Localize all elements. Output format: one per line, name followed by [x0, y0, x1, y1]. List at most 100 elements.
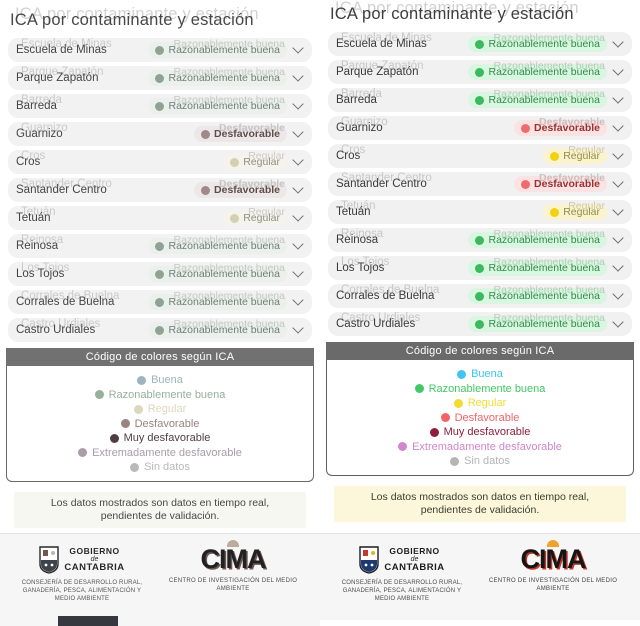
- status-label: Razonablemente buena: [168, 296, 280, 308]
- status-label: Razonablemente buena: [168, 268, 280, 280]
- chevron-down-icon: [612, 36, 624, 48]
- status-dot-icon: [155, 241, 165, 251]
- validation-notice: Los datos mostrados son datos en tiempo …: [14, 492, 306, 529]
- legend-label: Razonablemente buena: [108, 388, 226, 401]
- station-row[interactable]: Cros Regular: [8, 150, 312, 174]
- chevron-down-icon: [612, 204, 624, 216]
- status-chip: Razonablemente buena: [148, 98, 287, 114]
- status-dot-icon: [201, 129, 211, 139]
- legend-label: Desfavorable: [134, 417, 200, 430]
- legend-item: Extremadamente desfavorable: [78, 447, 242, 459]
- station-row[interactable]: Reinosa Razonablemente buena: [328, 228, 632, 252]
- status-label: Razonablemente buena: [488, 234, 600, 246]
- gobierno-cantabria-logo[interactable]: GOBIERNO de CANTABRIA CONSEJERÍA DE DESA…: [17, 546, 147, 603]
- legend-color-dot-icon: [137, 375, 147, 385]
- gobierno-line3: CANTABRIA: [64, 562, 125, 574]
- gobierno-line3: CANTABRIA: [384, 562, 445, 574]
- status-dot-icon: [155, 101, 165, 111]
- status-label: Razonablemente buena: [488, 318, 600, 330]
- cima-logo[interactable]: CIMA CENTRO DE INVESTIGACIÓN DEL MEDIO A…: [483, 540, 623, 593]
- status-label: Razonablemente buena: [168, 72, 280, 84]
- cantabria-bar: [58, 616, 118, 626]
- station-row[interactable]: Barreda Razonablemente buena: [8, 94, 312, 118]
- legend-color-dot-icon: [398, 442, 408, 451]
- legend-label: Regular: [467, 397, 507, 409]
- station-row[interactable]: Tetuán Regular: [328, 200, 632, 224]
- chevron-down-icon: [292, 182, 304, 194]
- station-name: Barreda: [336, 94, 377, 106]
- status-dot-icon: [550, 207, 560, 217]
- station-name: Santander Centro: [336, 178, 427, 190]
- legend-label: Extremadamente desfavorable: [92, 446, 242, 459]
- station-row[interactable]: Los Tojos Razonablemente buena: [328, 256, 632, 280]
- legend-item: Sin datos: [450, 455, 510, 467]
- station-name: Cros: [16, 156, 41, 168]
- gobierno-line1: GOBIERNO: [389, 545, 440, 556]
- chevron-down-icon: [612, 232, 624, 244]
- status-label: Razonablemente buena: [488, 94, 600, 106]
- status-chip: Desfavorable: [194, 126, 287, 142]
- station-row[interactable]: Corrales de Buelna Razonablemente buena: [328, 284, 632, 308]
- legend-color-dot-icon: [78, 448, 88, 457]
- status-chip: Desfavorable: [194, 182, 287, 198]
- station-name: Castro Urdiales: [16, 324, 96, 336]
- station-row[interactable]: Santander Centro Desfavorable: [328, 172, 632, 196]
- status-label: Razonablemente buena: [168, 240, 280, 252]
- status-chip: Razonablemente buena: [468, 260, 607, 276]
- status-chip: Desfavorable: [514, 120, 607, 136]
- station-row[interactable]: Reinosa Razonablemente buena: [8, 234, 312, 258]
- station-row[interactable]: Parque Zapatón Razonablemente buena: [8, 66, 312, 90]
- status-dot-icon: [475, 291, 485, 301]
- consejeria-caption: CONSEJERÍA DE DESARROLLO RURAL, GANADERÍ…: [341, 580, 463, 603]
- legend-item: Buena: [457, 368, 503, 380]
- station-row[interactable]: Barreda Razonablemente buena: [328, 88, 632, 112]
- chevron-down-icon: [292, 322, 304, 334]
- status-label: Desfavorable: [214, 184, 280, 196]
- chevron-down-icon: [612, 260, 624, 272]
- station-row[interactable]: Escuela de Minas Razonablemente buena: [8, 38, 312, 62]
- gobierno-line2: de: [410, 555, 419, 563]
- chevron-down-icon: [612, 92, 624, 104]
- station-row[interactable]: Guarnizo Desfavorable: [328, 116, 632, 140]
- legend-color-dot-icon: [120, 419, 130, 428]
- station-row[interactable]: Tetuán Regular: [8, 206, 312, 230]
- status-chip: Razonablemente buena: [148, 266, 287, 282]
- gobierno-cantabria-logo[interactable]: GOBIERNO de CANTABRIA CONSEJERÍA DE DESA…: [337, 546, 467, 603]
- station-row[interactable]: Parque Zapatón Razonablemente buena: [328, 60, 632, 84]
- chevron-down-icon: [612, 64, 624, 76]
- station-row[interactable]: Castro Urdiales Razonablemente buena: [328, 312, 632, 336]
- chevron-down-icon: [292, 294, 304, 306]
- legend-label: Buena: [151, 374, 183, 386]
- page-title: ICA por contaminante y estación: [10, 11, 254, 29]
- chevron-down-icon: [612, 148, 624, 160]
- legend-color-dot-icon: [440, 413, 450, 422]
- station-row[interactable]: Castro Urdiales Razonablemente buena: [8, 318, 312, 342]
- station-row[interactable]: Los Tojos Razonablemente buena: [8, 262, 312, 286]
- status-dot-icon: [155, 269, 165, 279]
- page-footer: GOBIERNO de CANTABRIA CONSEJERÍA DE DESA…: [320, 533, 640, 620]
- cantabria-crest-icon: [39, 546, 60, 574]
- station-name: Cros: [336, 150, 361, 162]
- status-label: Regular: [563, 150, 600, 162]
- legend-item: Extremadamente desfavorable: [398, 441, 562, 453]
- status-chip: Desfavorable: [514, 176, 607, 192]
- gobierno-line1: GOBIERNO: [69, 545, 120, 556]
- status-dot-icon: [475, 263, 485, 273]
- station-row[interactable]: Santander Centro Desfavorable: [8, 178, 312, 202]
- chevron-down-icon: [612, 288, 624, 300]
- station-row[interactable]: Corrales de Buelna Razonablemente buena: [8, 290, 312, 314]
- legend-color-dot-icon: [130, 462, 140, 472]
- cima-logo[interactable]: CIMA CENTRO DE INVESTIGACIÓN DEL MEDIO A…: [163, 540, 303, 593]
- cima-caption: CENTRO DE INVESTIGACIÓN DEL MEDIO AMBIEN…: [488, 578, 618, 593]
- station-row[interactable]: Escuela de Minas Razonablemente buena: [328, 32, 632, 56]
- station-row[interactable]: Guarnizo Desfavorable: [8, 122, 312, 146]
- legend-item: Regular: [453, 397, 507, 409]
- status-label: Razonablemente buena: [488, 38, 600, 50]
- legend-item: Muy desfavorable: [109, 432, 210, 444]
- gobierno-line2: de: [90, 555, 99, 563]
- station-name: Parque Zapatón: [16, 72, 99, 84]
- station-row[interactable]: Cros Regular: [328, 144, 632, 168]
- status-label: Desfavorable: [534, 122, 600, 134]
- status-dot-icon: [475, 95, 485, 105]
- status-chip: Regular: [543, 204, 607, 220]
